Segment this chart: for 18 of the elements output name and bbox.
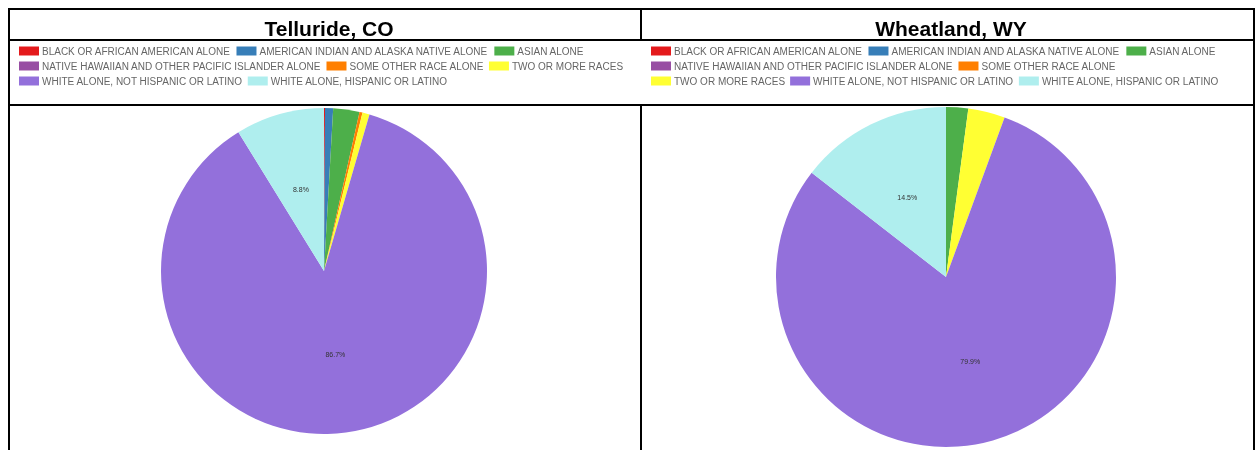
legend-label: BLACK OR AFRICAN AMERICAN ALONE [42,45,231,57]
legend-label: TWO OR MORE RACES [674,75,786,87]
legend-label: BLACK OR AFRICAN AMERICAN ALONE [674,45,863,57]
chart-title: Wheatland, WY [875,17,1027,40]
legend-label: TWO OR MORE RACES [511,60,624,72]
legend-label: ASIAN ALONE [517,45,584,57]
legend-label: WHITE ALONE, NOT HISPANIC OR LATINO [42,75,243,87]
legend-label: WHITE ALONE, NOT HISPANIC OR LATINO [813,75,1014,87]
legend-label: SOME OTHER RACE ALONE [349,60,484,72]
legend-label: WHITE ALONE, HISPANIC OR LATINO [1041,75,1219,87]
legend-label: NATIVE HAWAIIAN AND OTHER PACIFIC ISLANDER ALONE [42,60,321,72]
legend-label: AMERICAN INDIAN AND ALASKA NATIVE ALONE [891,45,1120,57]
chart-title: Telluride, CO [264,17,394,40]
legend-label: WHITE ALONE, HISPANIC OR LATINO [270,75,448,87]
legend-label: ASIAN ALONE [1149,45,1216,57]
legend-label: AMERICAN INDIAN AND ALASKA NATIVE ALONE [259,45,488,57]
legend-label: SOME OTHER RACE ALONE [981,60,1116,72]
legend-label: NATIVE HAWAIIAN AND OTHER PACIFIC ISLANDER ALONE [674,60,953,72]
